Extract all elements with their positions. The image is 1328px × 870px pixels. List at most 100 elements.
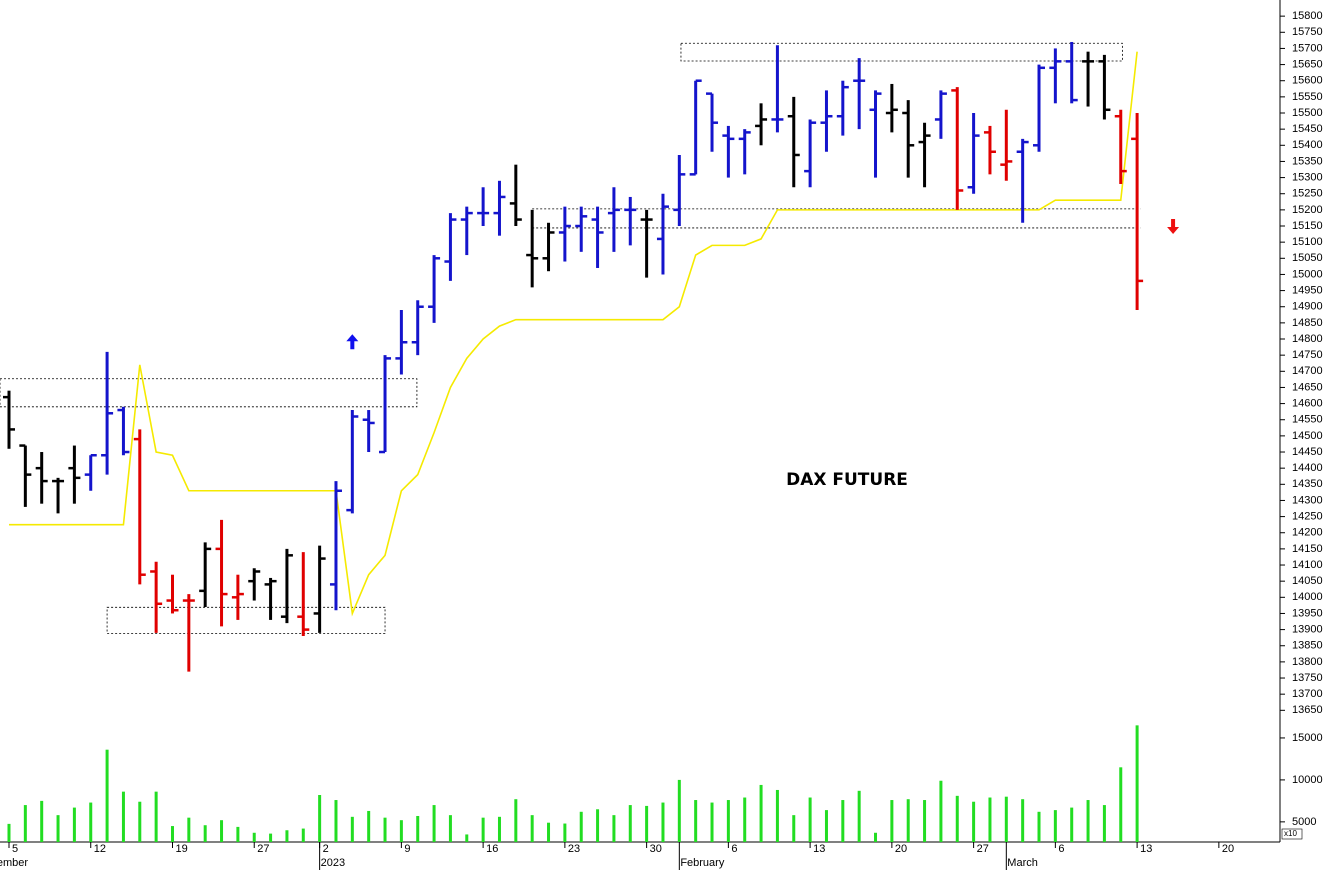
y-tick-label: 13700: [1292, 688, 1323, 700]
y-tick-label: 13850: [1292, 640, 1323, 652]
y-tick-label: 14800: [1292, 333, 1323, 345]
y-tick-label: 14850: [1292, 317, 1323, 329]
y-tick-label: 15750: [1292, 26, 1323, 38]
y-tick-label: 14950: [1292, 284, 1323, 296]
volume-bar: [955, 795, 959, 842]
volume-bar: [874, 832, 878, 842]
volume-bar: [1119, 767, 1123, 842]
volume-bar: [710, 802, 714, 842]
y-tick-label: 15500: [1292, 107, 1323, 119]
volume-bar: [121, 791, 125, 842]
signal-arrow: [1167, 219, 1180, 235]
volume-bar: [547, 822, 551, 842]
volume-bar: [154, 791, 158, 842]
volume-bar: [1086, 800, 1090, 842]
x-tick-label: 13: [813, 843, 825, 855]
volume-bar: [170, 826, 174, 842]
volume-bar: [694, 800, 698, 842]
y-tick-label: 15650: [1292, 58, 1323, 70]
volume-bar: [89, 802, 93, 842]
volume-bar: [56, 815, 60, 842]
y-tick-label: 14050: [1292, 575, 1323, 587]
y-tick-label: 15000: [1292, 268, 1323, 280]
y-tick-label: 14750: [1292, 349, 1323, 361]
volume-bar: [269, 833, 273, 842]
volume-bar: [808, 797, 812, 842]
y-tick-label: 13900: [1292, 624, 1323, 636]
y-tick-label: 14600: [1292, 397, 1323, 409]
y-tick-label: 15550: [1292, 91, 1323, 103]
y-tick-label: 14200: [1292, 527, 1323, 539]
y-tick-label: 14150: [1292, 543, 1323, 555]
volume-bar: [350, 816, 354, 842]
volume-unit-box: [1281, 828, 1303, 840]
x-tick-label: 23: [568, 843, 580, 855]
volume-tick-label: 5000: [1292, 816, 1316, 828]
x-tick-label: 2: [323, 843, 329, 855]
x-tick-label: 9: [404, 843, 410, 855]
volume-bar: [514, 799, 518, 842]
y-tick-label: 15200: [1292, 204, 1323, 216]
y-tick-label: 14650: [1292, 381, 1323, 393]
x-tick-label: 6: [731, 843, 737, 855]
volume-bar: [187, 817, 191, 842]
zone: [680, 42, 1123, 62]
x-tick-label: 6: [1058, 843, 1064, 855]
volume-bar: [1004, 796, 1008, 842]
y-tick-label: 13950: [1292, 607, 1323, 619]
y-tick-label: 14550: [1292, 414, 1323, 426]
chart-title: DAX FUTURE: [786, 470, 908, 490]
volume-unit: x10: [1284, 829, 1297, 838]
volume-bar: [661, 802, 665, 842]
x-tick-label: 5: [12, 843, 18, 855]
y-tick-label: 14900: [1292, 301, 1323, 313]
x-tick-label: 20: [895, 843, 907, 855]
y-tick-label: 15600: [1292, 75, 1323, 87]
y-tick-label: 13650: [1292, 704, 1323, 716]
volume-bar: [334, 800, 338, 842]
x-tick-label: 27: [977, 843, 989, 855]
zone: [106, 606, 386, 634]
volume-bar: [677, 779, 681, 842]
volume-bar: [236, 826, 240, 842]
volume-bar: [399, 820, 403, 842]
month-label: December: [0, 857, 28, 869]
volume-bar: [1102, 805, 1106, 842]
volume-tick-label: 15000: [1292, 732, 1323, 744]
y-tick-label: 14350: [1292, 478, 1323, 490]
volume-bar: [579, 811, 583, 842]
volume-bar: [530, 815, 534, 842]
volume-bar: [105, 749, 109, 842]
signal-arrow: [346, 334, 359, 350]
volume-bar: [628, 805, 632, 842]
zone: [0, 378, 418, 408]
volume-bar: [1135, 725, 1139, 842]
y-tick-label: 15300: [1292, 171, 1323, 183]
volume-bar: [645, 805, 649, 842]
y-tick-label: 14250: [1292, 510, 1323, 522]
volume-bar: [1037, 811, 1041, 842]
y-tick-label: 15800: [1292, 10, 1323, 22]
stop-line: [8, 51, 1138, 617]
volume-bar: [448, 815, 452, 842]
volume-bar: [40, 800, 44, 842]
volume-bar: [726, 800, 730, 842]
volume-bar: [857, 790, 861, 842]
volume-bar: [220, 820, 224, 842]
y-tick-label: 15350: [1292, 155, 1323, 167]
y-tick-label: 13800: [1292, 656, 1323, 668]
volume-bar: [72, 807, 76, 842]
volume-bar: [923, 800, 927, 842]
volume-bar: [301, 828, 305, 842]
volume-bar: [1053, 810, 1057, 842]
volume-bar: [841, 800, 845, 842]
volume-bar: [416, 815, 420, 842]
y-tick-label: 15700: [1292, 42, 1323, 54]
y-tick-label: 15050: [1292, 252, 1323, 264]
volume-tick-label: 10000: [1292, 774, 1323, 786]
volume-bar: [792, 815, 796, 842]
volume-bar: [906, 799, 910, 842]
volume-bar: [203, 825, 207, 842]
y-tick-label: 14700: [1292, 365, 1323, 377]
